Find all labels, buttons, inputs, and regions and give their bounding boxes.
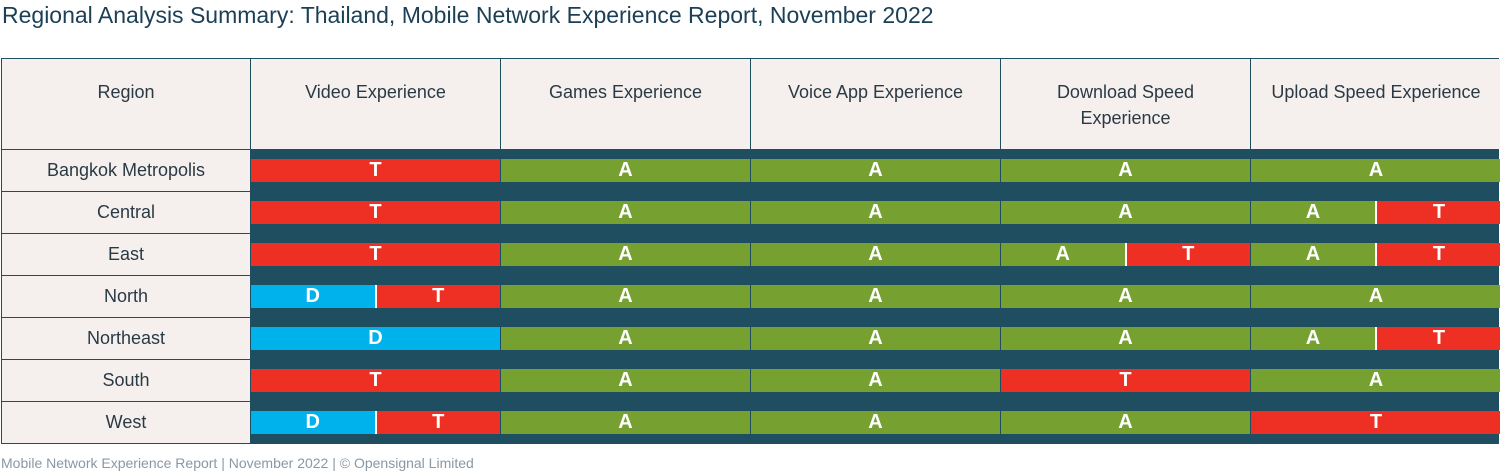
result-mark-a: A [501, 159, 750, 182]
result-cell-central-video-experience: T [251, 192, 500, 233]
column-header-voice-app-experience: Voice App Experience [751, 59, 1000, 149]
row-label-south: South [2, 360, 250, 401]
result-cell-northeast-voice-app-experience: A [751, 318, 1000, 359]
result-mark-t: T [251, 369, 500, 392]
result-cell-northeast-video-experience: D [251, 318, 500, 359]
row-label-northeast: Northeast [2, 318, 250, 359]
result-mark-a: A [501, 369, 750, 392]
result-mark-t: T [1001, 369, 1250, 392]
result-cell-central-voice-app-experience: A [751, 192, 1000, 233]
result-mark-a: A [751, 327, 1000, 350]
result-mark-t: T [251, 243, 500, 266]
column-header-label: Voice App Experience [787, 82, 964, 102]
result-mark-a: A [501, 411, 750, 434]
result-cell-central-download-speed-experience: A [1001, 192, 1250, 233]
result-mark-d: D [251, 285, 375, 308]
result-cell-north-games-experience: A [501, 276, 750, 317]
column-header-label: Upload Speed Experience [1271, 82, 1481, 102]
result-mark-t: T [251, 159, 500, 182]
result-cell-bangkok-metropolis-upload-speed-experience: A [1251, 150, 1500, 191]
column-header-games-experience: Games Experience [501, 59, 750, 149]
footer-text: Mobile Network Experience Report | Novem… [1, 455, 474, 471]
row-label-east: East [2, 234, 250, 275]
result-cell-bangkok-metropolis-download-speed-experience: A [1001, 150, 1250, 191]
result-cell-west-voice-app-experience: A [751, 402, 1000, 443]
column-header-label: Download Speed Experience [1056, 82, 1195, 128]
result-cell-central-games-experience: A [501, 192, 750, 233]
result-cell-south-video-experience: T [251, 360, 500, 401]
result-mark-d: D [251, 411, 375, 434]
result-mark-t: T [374, 285, 500, 308]
result-cell-east-voice-app-experience: A [751, 234, 1000, 275]
result-cell-south-upload-speed-experience: A [1251, 360, 1500, 401]
result-mark-a: A [751, 201, 1000, 224]
result-mark-a: A [501, 285, 750, 308]
column-header-upload-speed-experience: Upload Speed Experience [1251, 59, 1500, 149]
column-header-label: Video Experience [305, 82, 446, 102]
result-mark-a: A [1001, 159, 1250, 182]
result-mark-a: A [1001, 411, 1250, 434]
result-mark-a: A [1251, 285, 1500, 308]
result-mark-a: A [1251, 327, 1375, 350]
result-cell-south-voice-app-experience: A [751, 360, 1000, 401]
result-mark-a: A [501, 201, 750, 224]
result-mark-a: A [751, 369, 1000, 392]
result-mark-a: A [1001, 285, 1250, 308]
result-cell-west-download-speed-experience: A [1001, 402, 1250, 443]
result-cell-south-games-experience: A [501, 360, 750, 401]
result-mark-t: T [1375, 243, 1500, 266]
result-mark-a: A [1251, 369, 1500, 392]
result-mark-a: A [751, 159, 1000, 182]
result-mark-a: A [1251, 159, 1500, 182]
result-cell-bangkok-metropolis-games-experience: A [501, 150, 750, 191]
result-mark-a: A [501, 243, 750, 266]
column-header-region: Region [2, 59, 250, 149]
column-header-label: Games Experience [548, 82, 703, 102]
result-mark-t: T [1375, 201, 1500, 224]
result-cell-east-video-experience: T [251, 234, 500, 275]
row-label-north: North [2, 276, 250, 317]
result-cell-northeast-download-speed-experience: A [1001, 318, 1250, 359]
result-mark-t: T [1124, 243, 1250, 266]
row-label-bangkok-metropolis: Bangkok Metropolis [2, 150, 250, 191]
column-header-download-speed-experience: Download Speed Experience [1001, 59, 1250, 149]
result-mark-a: A [1251, 201, 1375, 224]
result-mark-a: A [751, 243, 1000, 266]
result-cell-bangkok-metropolis-voice-app-experience: A [751, 150, 1000, 191]
column-header-label: Region [97, 82, 155, 102]
result-cell-south-download-speed-experience: T [1001, 360, 1250, 401]
result-mark-a: A [751, 285, 1000, 308]
row-label-west: West [2, 402, 250, 443]
page-title: Regional Analysis Summary: Thailand, Mob… [2, 2, 934, 28]
result-cell-northeast-games-experience: A [501, 318, 750, 359]
result-cell-west-games-experience: A [501, 402, 750, 443]
result-mark-t: T [1375, 327, 1500, 350]
result-mark-t: T [1251, 411, 1500, 434]
result-mark-a: A [751, 411, 1000, 434]
column-header-video-experience: Video Experience [251, 59, 500, 149]
result-mark-a: A [1001, 327, 1250, 350]
result-cell-east-games-experience: A [501, 234, 750, 275]
result-cell-north-download-speed-experience: A [1001, 276, 1250, 317]
result-cell-bangkok-metropolis-video-experience: T [251, 150, 500, 191]
result-mark-t: T [374, 411, 500, 434]
result-mark-a: A [501, 327, 750, 350]
results-table: Region Video Experience Games Experience Vo… [1, 58, 1500, 444]
result-mark-a: A [1251, 243, 1375, 266]
row-label-central: Central [2, 192, 250, 233]
result-cell-west-upload-speed-experience: T [1251, 402, 1500, 443]
result-mark-d: D [251, 327, 500, 350]
result-mark-t: T [251, 201, 500, 224]
result-mark-a: A [1001, 201, 1250, 224]
result-mark-a: A [1001, 243, 1125, 266]
result-cell-north-upload-speed-experience: A [1251, 276, 1500, 317]
result-cell-north-voice-app-experience: A [751, 276, 1000, 317]
